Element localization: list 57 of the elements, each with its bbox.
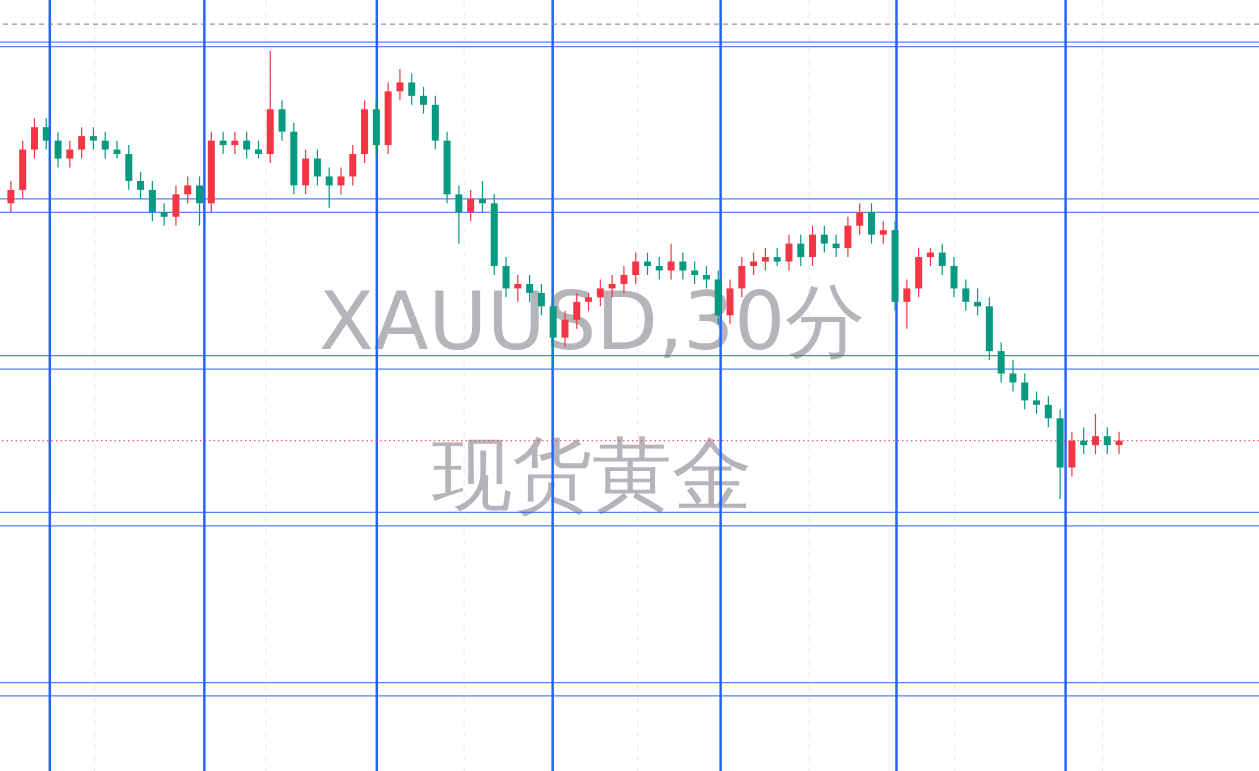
candlestick <box>219 131 227 155</box>
candlestick <box>655 256 663 281</box>
candlestick <box>313 148 321 187</box>
candlestick <box>644 251 651 276</box>
candlestick <box>325 166 333 209</box>
candlestick <box>797 234 805 267</box>
candlestick <box>903 278 911 330</box>
candlestick <box>113 140 121 160</box>
candlestick <box>467 189 475 222</box>
candlestick <box>42 117 50 151</box>
candlestick <box>478 180 486 213</box>
candlestick <box>997 341 1005 384</box>
candlestick <box>196 175 204 227</box>
candlestick <box>408 72 416 106</box>
candlestick <box>7 180 15 213</box>
candlestick <box>962 278 970 312</box>
candlestick <box>89 126 97 151</box>
candlestick <box>137 171 145 200</box>
candlestick <box>172 184 180 227</box>
candlestick <box>856 202 864 236</box>
candlestick <box>160 202 168 227</box>
candlestick <box>78 126 86 160</box>
candlestick <box>455 184 463 245</box>
candlestick <box>349 144 357 187</box>
candlestick <box>30 117 38 160</box>
candlestick <box>243 131 251 160</box>
candlestick <box>1021 372 1029 410</box>
candlestick <box>1080 426 1088 455</box>
candlestick <box>761 247 769 272</box>
candlestick <box>101 131 109 160</box>
candlestick <box>867 202 875 245</box>
candlestick <box>632 251 640 285</box>
candlestick <box>1115 431 1123 455</box>
candlestick <box>938 243 946 276</box>
candlestick <box>396 68 404 101</box>
candlestick <box>54 131 62 169</box>
candlestick <box>66 140 74 169</box>
candlestick <box>278 99 286 142</box>
candlestick <box>974 287 982 316</box>
candlestick <box>337 166 345 195</box>
candlestick <box>1033 390 1041 415</box>
candlestick <box>420 86 428 115</box>
candlestick <box>1103 426 1111 455</box>
candlestick <box>750 251 758 276</box>
candlestick <box>820 225 828 254</box>
candlestick <box>148 180 156 222</box>
candlestick <box>950 256 958 298</box>
candlestick <box>832 234 840 258</box>
candlestick <box>1044 395 1052 428</box>
candlestick <box>809 225 817 267</box>
candlestick <box>184 175 192 204</box>
candlestick <box>844 216 852 258</box>
candlestick <box>785 234 793 272</box>
candlestick <box>667 243 675 281</box>
candlestick <box>879 220 887 245</box>
candlestick <box>679 251 687 281</box>
candlestick <box>231 131 239 155</box>
